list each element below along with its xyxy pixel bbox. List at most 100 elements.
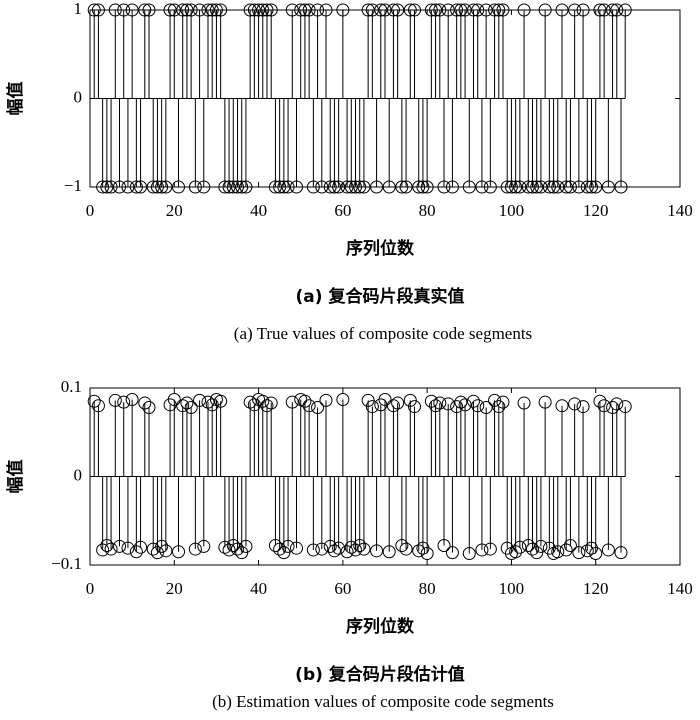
stem-marker: [256, 394, 270, 408]
stem-marker: [353, 539, 367, 553]
stem-marker: [323, 539, 337, 553]
stem-marker: [610, 397, 624, 411]
stem-marker: [479, 3, 493, 17]
stem-marker: [378, 3, 392, 17]
stem-marker: [492, 400, 506, 414]
stem-marker: [243, 3, 257, 17]
stem-marker: [412, 180, 426, 194]
stem-marker: [445, 180, 459, 194]
stem-marker: [332, 541, 346, 555]
stem-marker: [576, 3, 590, 17]
stem-marker: [517, 396, 531, 410]
stem-marker: [315, 180, 329, 194]
stem-marker: [492, 3, 506, 17]
stem-marker: [555, 399, 569, 413]
stem-marker: [100, 539, 114, 553]
stem-marker: [176, 399, 190, 413]
x-tick-label: 120: [583, 201, 609, 220]
caption: (a) 复合码片段真实值: [296, 286, 465, 307]
stem-marker: [504, 180, 518, 194]
stem-marker: [134, 180, 148, 194]
stem-marker: [593, 3, 607, 17]
stem-marker: [281, 180, 295, 194]
stem-marker: [606, 3, 620, 17]
stem-marker: [243, 395, 257, 409]
stem-marker: [559, 543, 573, 557]
stem-marker: [184, 3, 198, 17]
stem-marker: [146, 542, 160, 556]
stem-marker: [420, 180, 434, 194]
stem-marker: [357, 180, 371, 194]
stem-marker: [294, 3, 308, 17]
stem-marker: [614, 546, 628, 560]
stem-marker: [408, 400, 421, 414]
stem-marker: [365, 400, 379, 414]
stem-marker: [597, 399, 611, 413]
stem-marker: [209, 3, 223, 17]
stem-marker: [521, 539, 535, 553]
stem-marker: [382, 545, 396, 559]
stem-marker: [218, 540, 232, 554]
stem-marker: [108, 3, 122, 17]
stem-marker: [530, 180, 544, 194]
stem-marker: [319, 3, 333, 17]
stem-marker: [361, 3, 375, 17]
stem-marker: [416, 180, 430, 194]
stem-marker: [268, 180, 282, 194]
stem-marker: [382, 180, 396, 194]
stem-marker: [357, 542, 371, 556]
stem-marker: [353, 180, 367, 194]
stem-marker: [138, 3, 152, 17]
stem-marker: [597, 3, 611, 17]
y-tick-label: −0.1: [51, 554, 82, 573]
stem-marker: [197, 180, 211, 194]
stem-marker: [142, 3, 156, 17]
stem-marker: [365, 3, 379, 17]
stem-marker: [454, 395, 468, 409]
stem-marker: [332, 180, 346, 194]
stem-marker: [437, 180, 451, 194]
stem-marker: [568, 397, 582, 411]
stem-marker: [483, 542, 497, 556]
stem-marker: [311, 400, 325, 414]
stem-marker: [370, 180, 384, 194]
stem-marker: [563, 539, 577, 553]
x-tick-label: 20: [166, 579, 183, 598]
stem-marker: [386, 3, 400, 17]
stem-marker: [188, 180, 202, 194]
x-tick-label: 80: [419, 579, 436, 598]
stem-marker: [580, 544, 594, 558]
x-tick-label: 60: [334, 579, 351, 598]
x-tick-label: 100: [499, 201, 525, 220]
stem-marker: [399, 542, 413, 556]
stem-marker: [273, 542, 287, 556]
stem-marker: [585, 180, 598, 194]
stem-marker: [290, 541, 303, 555]
stem-marker: [349, 180, 362, 194]
stem-marker: [193, 393, 207, 407]
stem-marker: [618, 400, 632, 414]
x-axis-label: 序列位数: [346, 616, 415, 637]
stem-marker: [424, 394, 438, 408]
stem-marker: [327, 180, 341, 194]
y-axis-label: 幅值: [5, 460, 26, 494]
stem-marker: [471, 399, 485, 413]
stem-marker: [538, 395, 552, 409]
stem-marker: [344, 180, 358, 194]
stem-marker: [618, 3, 632, 17]
stem-marker: [462, 546, 476, 560]
stem-marker: [458, 398, 472, 412]
stem-marker: [399, 180, 413, 194]
stem-marker: [134, 540, 148, 554]
stem-marker: [412, 544, 426, 558]
stem-marker: [167, 393, 181, 407]
stem-marker: [534, 539, 548, 553]
stem-marker: [526, 542, 539, 556]
stem-marker: [589, 180, 603, 194]
stem-marker: [471, 3, 485, 17]
stem-marker: [298, 394, 312, 408]
stem-marker: [231, 180, 244, 194]
stem-marker: [395, 180, 409, 194]
stem-marker: [298, 3, 312, 17]
